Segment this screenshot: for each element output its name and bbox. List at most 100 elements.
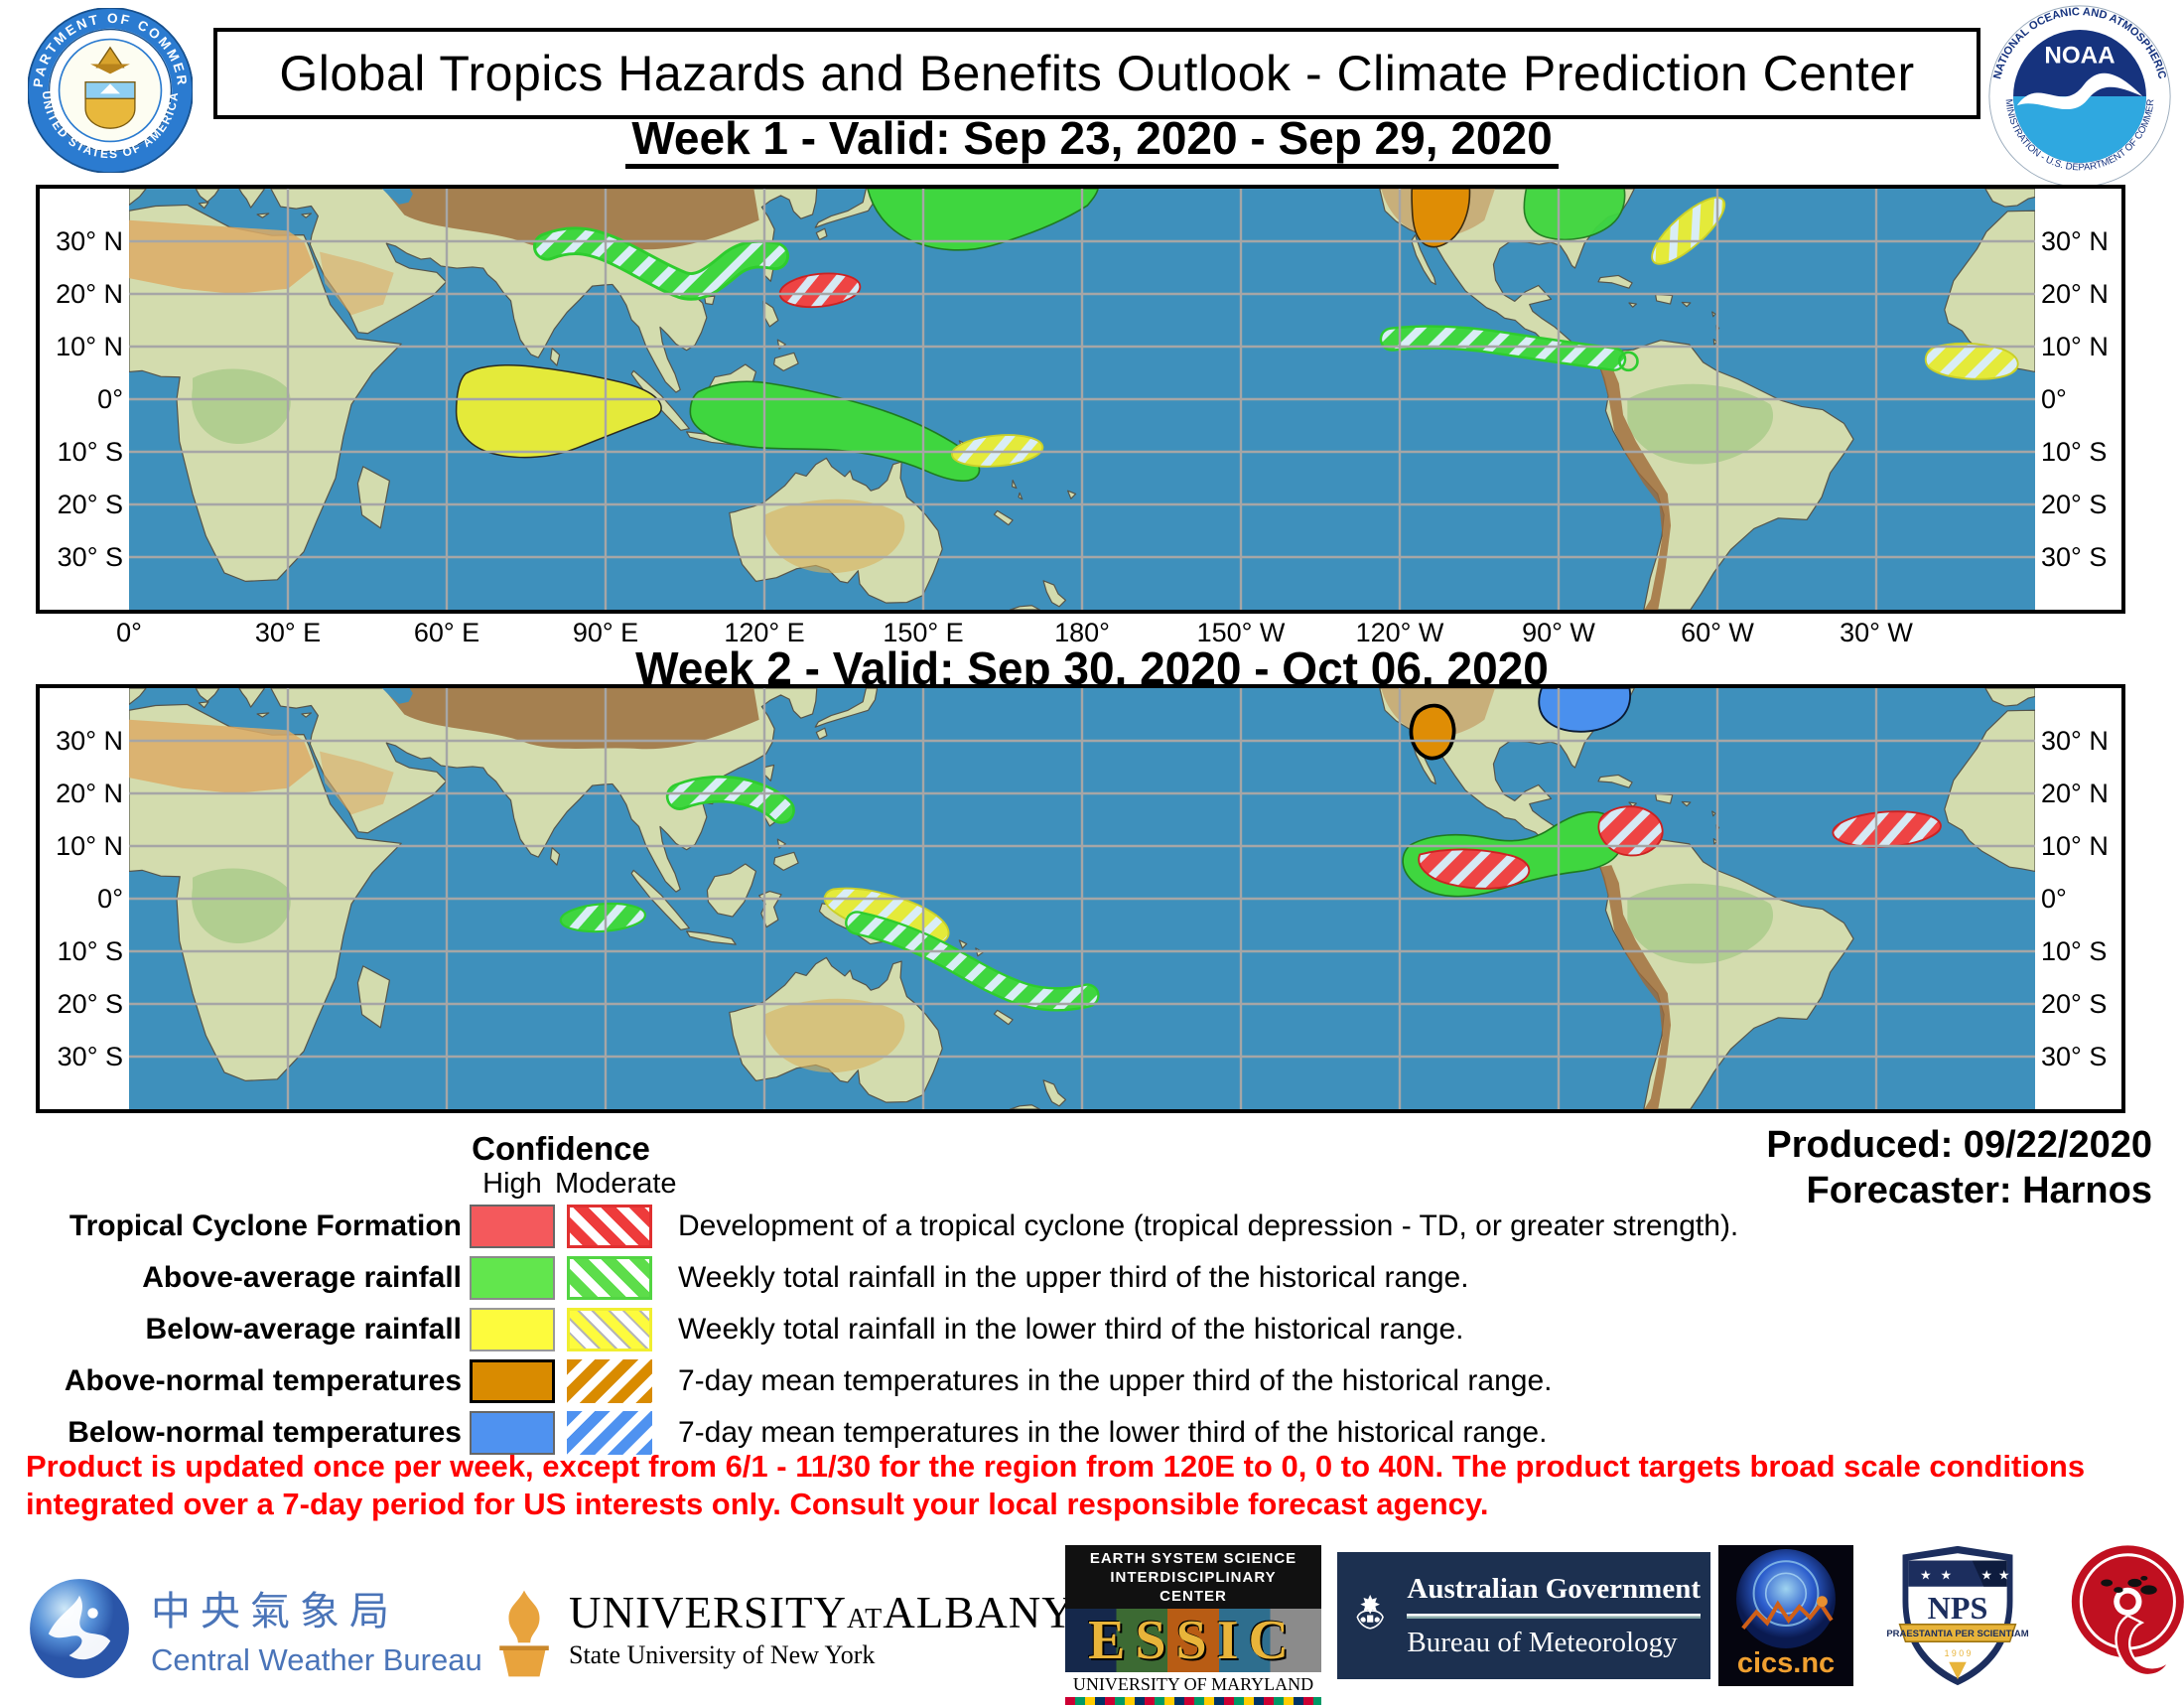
essic-line1: EARTH SYSTEM SCIENCE: [1089, 1550, 1297, 1567]
swatch-temp-above-high: [470, 1359, 555, 1403]
lat-label: 20° N: [2041, 279, 2109, 309]
lat-label: 30° N: [56, 226, 123, 256]
legend-desc-tc: Development of a tropical cyclone (tropi…: [678, 1209, 1739, 1242]
hazard-temp-below-high-east-us: [1538, 688, 1632, 733]
page-title-box: Global Tropics Hazards and Benefits Outl…: [213, 28, 1980, 119]
hazard-rain-above-mod-indian-ocean: [559, 902, 646, 933]
bom-line1: Australian Government: [1407, 1572, 1701, 1605]
lat-label: 20° S: [57, 989, 123, 1019]
lon-label: 180°: [1054, 618, 1110, 647]
svg-text:★: ★: [1920, 1568, 1932, 1583]
legend-desc-temp-above: 7-day mean temperatures in the upper thi…: [678, 1364, 1553, 1397]
lat-label: 30° S: [2041, 542, 2108, 572]
hazard-ring-colombia: [1617, 351, 1639, 372]
lon-label: 150° E: [883, 618, 964, 647]
jtwc-hurricane-icon: [2071, 1545, 2184, 1677]
lat-label: 30° N: [2041, 726, 2109, 756]
hazard-rain-below-high-indian-ocean: [455, 364, 662, 459]
essic-acronym: ESSIC: [1088, 1610, 1298, 1671]
lat-label: 20° N: [56, 779, 123, 808]
lat-label: 30° S: [57, 1042, 123, 1071]
swatch-tc-high: [470, 1205, 555, 1248]
legend-col-moderate: Moderate: [555, 1168, 677, 1200]
lat-label: 10° S: [57, 437, 123, 467]
ualbany-word2: ALBANY: [883, 1588, 1075, 1637]
lon-label: 150° W: [1196, 618, 1286, 647]
swatch-temp-below-high: [470, 1411, 555, 1455]
disclaimer-line1: Product is updated once per week, except…: [26, 1449, 2086, 1484]
cwb-globe-icon: [30, 1579, 129, 1678]
ualbany-subtitle: State University of New York: [569, 1640, 876, 1669]
lat-label: 20° S: [57, 490, 123, 519]
lon-label: 60° W: [1681, 618, 1754, 647]
swatch-rain-above-moderate: [567, 1256, 652, 1300]
bom-line2: Bureau of Meteorology: [1407, 1626, 1678, 1658]
lat-label: 20° N: [2041, 779, 2109, 808]
lon-label: 90° E: [572, 618, 639, 647]
essic-line2: INTERDISCIPLINARY: [1110, 1569, 1277, 1586]
lon-label: 30° E: [254, 618, 322, 647]
legend-label-rain-above: Above-average rainfall: [142, 1261, 462, 1294]
lat-label: 30° S: [2041, 1042, 2108, 1071]
ualbany-logo: UNIVERSITYATALBANY State University of N…: [493, 1587, 1075, 1680]
essic-tiles: ESSIC: [1065, 1609, 1321, 1672]
lat-label: 0°: [2041, 384, 2067, 414]
nps-year: 1 9 0 9: [1945, 1648, 1972, 1658]
essic-color-strip: [1065, 1697, 1321, 1705]
svg-text:★: ★: [1980, 1568, 1992, 1583]
cicsnc-logo: cics.nc: [1718, 1545, 1853, 1686]
lat-label: 30° N: [2041, 226, 2109, 256]
week1-map: 30° N 20° N 10° N 0° 10° S 20° S 30° S 3…: [36, 185, 2125, 614]
hazard-temp-above-high-sw-us: [1411, 189, 1471, 248]
lon-label: 90° W: [1522, 618, 1595, 647]
swatch-tc-moderate: [567, 1205, 652, 1248]
noaa-logo: NATIONAL OCEANIC AND ATMOSPHERIC ADMINIS…: [1987, 4, 2171, 188]
cwb-logo: 中央氣象局 Central Weather Bureau: [28, 1577, 482, 1680]
week1-hazards: [455, 189, 2019, 482]
produced-date: Produced: 09/22/2020: [1766, 1124, 2152, 1166]
legend-label-temp-below: Below-normal temperatures: [68, 1416, 462, 1449]
swatch-temp-below-moderate: [567, 1411, 652, 1455]
swatch-rain-below-high: [470, 1308, 555, 1351]
lat-label: 10° N: [2041, 332, 2109, 361]
legend-label-tc: Tropical Cyclone Formation: [68, 1209, 462, 1242]
lat-label: 20° S: [2041, 490, 2108, 519]
noaa-gull-icon: [2016, 72, 2143, 110]
bom-crest-icon: [1356, 1594, 1384, 1630]
lat-label: 30° S: [57, 542, 123, 572]
lat-label: 20° S: [2041, 989, 2108, 1019]
swatch-temp-above-moderate: [567, 1359, 652, 1403]
hazard-rain-above-high-se-us: [1523, 189, 1626, 241]
week1-heading-row: Week 1 - Valid: Sep 23, 2020 - Sep 29, 2…: [0, 111, 2184, 169]
lat-label: 20° N: [56, 279, 123, 309]
jtwc-logo: [2067, 1543, 2184, 1693]
ualbany-fountain-icon: [499, 1590, 549, 1677]
ualbany-word1: UNIVERSITY: [569, 1588, 847, 1637]
disclaimer-line2: integrated over a 7-day period for US in…: [26, 1487, 1489, 1521]
legend-desc-temp-below: 7-day mean temperatures in the lower thi…: [678, 1416, 1548, 1449]
week1-lon-axis: 0° 30° E 60° E 90° E 120° E 150° E 180° …: [36, 618, 2117, 649]
nps-motto: PRAESTANTIA PER SCIENTIAM: [1886, 1629, 2028, 1639]
svg-text:★: ★: [1998, 1568, 2010, 1583]
ualbany-word-at: AT: [846, 1604, 884, 1634]
noaa-wordmark: NOAA: [2044, 43, 2115, 70]
lon-label: 0°: [116, 618, 142, 647]
legend-desc-rain-below: Weekly total rainfall in the lower third…: [678, 1313, 1464, 1346]
nps-logo: ★ ★ ★ ★ NPS PRAESTANTIA PER SCIENTIAM 1 9 0…: [1885, 1543, 2030, 1693]
page-title: Global Tropics Hazards and Benefits Outl…: [279, 46, 1915, 101]
lat-label: 0°: [97, 384, 123, 414]
cicsnc-globe-icon: [1736, 1549, 1836, 1648]
lon-label: 30° W: [1840, 618, 1913, 647]
bom-divider: [1407, 1613, 1701, 1619]
svg-text:★: ★: [1940, 1568, 1952, 1583]
lat-label: 10° S: [2041, 437, 2108, 467]
swatch-rain-below-moderate: [567, 1308, 652, 1351]
hazard-temp-above-high-nw-mexico: [1409, 703, 1456, 761]
hazard-rain-above-high-nw-pacific: [867, 189, 1099, 251]
cicsnc-wordmark: cics.nc: [1736, 1647, 1836, 1679]
lat-label: 30° N: [56, 726, 123, 756]
hazard-tc-mod-epac: [1418, 848, 1531, 890]
lat-label: 10° N: [2041, 831, 2109, 861]
legend-desc-rain-above: Weekly total rainfall in the upper third…: [678, 1261, 1469, 1294]
